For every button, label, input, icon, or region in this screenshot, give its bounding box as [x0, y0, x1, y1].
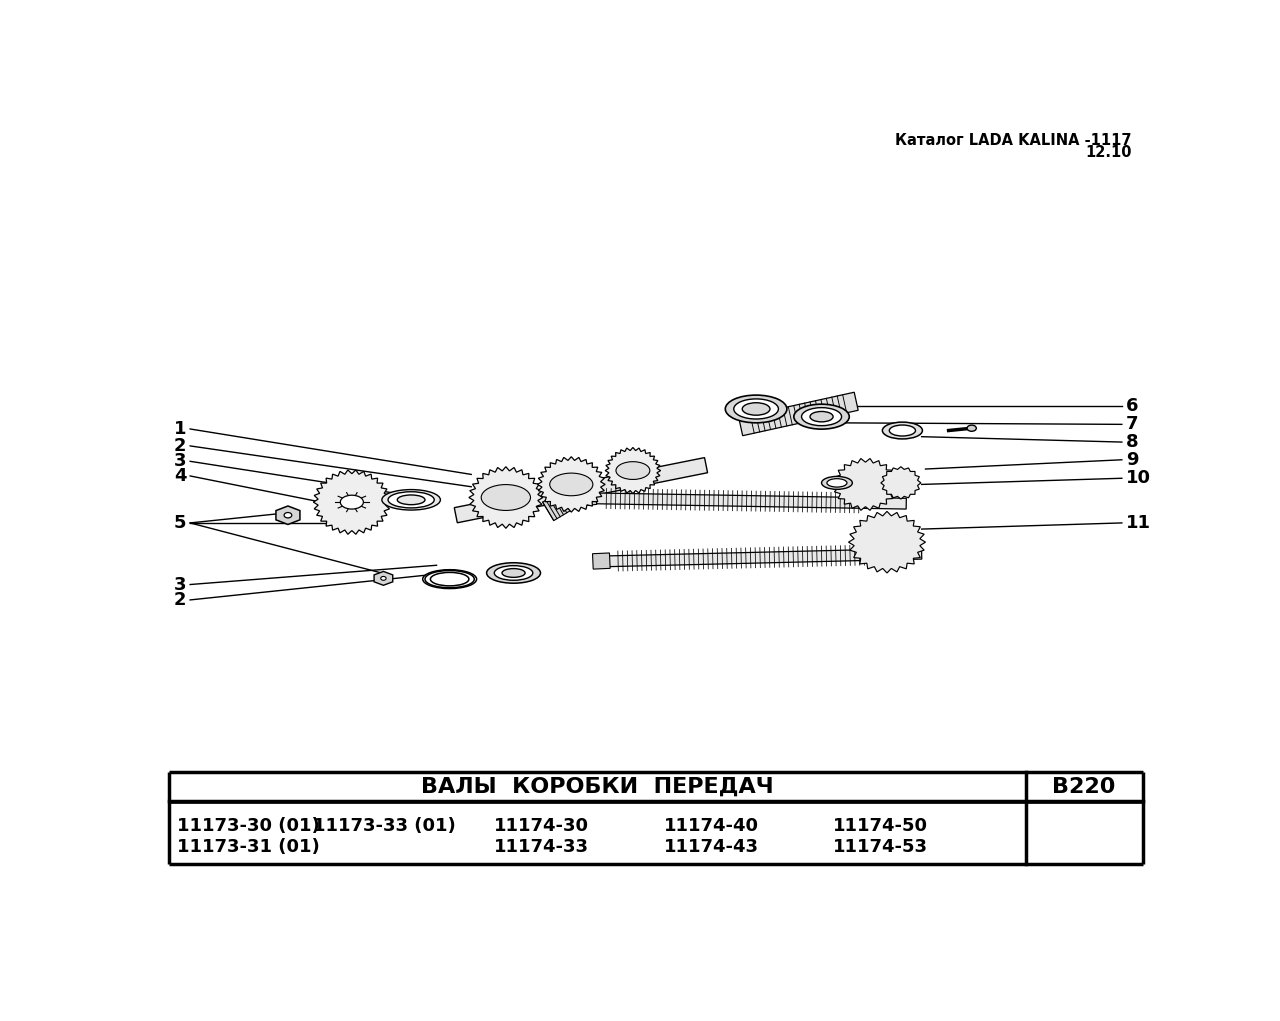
Text: 11173-31 (01): 11173-31 (01) — [177, 838, 320, 856]
Ellipse shape — [822, 477, 852, 489]
Text: 12.10: 12.10 — [1085, 145, 1132, 160]
Polygon shape — [590, 493, 906, 509]
Text: 11174-30: 11174-30 — [494, 817, 589, 835]
Polygon shape — [833, 458, 897, 510]
Text: 2: 2 — [174, 591, 187, 609]
Ellipse shape — [340, 495, 364, 509]
Polygon shape — [739, 392, 858, 436]
Ellipse shape — [801, 407, 841, 426]
Text: 11174-40: 11174-40 — [664, 817, 759, 835]
Text: 11173-33 (01): 11173-33 (01) — [314, 817, 456, 835]
Ellipse shape — [428, 572, 471, 587]
Ellipse shape — [502, 569, 525, 577]
Text: 7: 7 — [1125, 416, 1138, 433]
Ellipse shape — [380, 577, 387, 580]
Text: 2: 2 — [174, 437, 187, 455]
Text: 11174-33: 11174-33 — [494, 838, 589, 856]
Ellipse shape — [810, 411, 833, 422]
Ellipse shape — [486, 563, 540, 583]
Polygon shape — [849, 512, 925, 573]
Ellipse shape — [616, 461, 650, 480]
Ellipse shape — [968, 425, 977, 431]
Ellipse shape — [397, 495, 425, 504]
Text: 10: 10 — [1125, 470, 1151, 487]
Polygon shape — [314, 470, 390, 534]
Polygon shape — [580, 489, 596, 506]
Ellipse shape — [494, 566, 532, 580]
Polygon shape — [374, 572, 393, 585]
Ellipse shape — [726, 395, 787, 423]
Polygon shape — [881, 467, 920, 499]
Text: 4: 4 — [174, 467, 187, 485]
Polygon shape — [593, 553, 611, 569]
Text: 11174-50: 11174-50 — [833, 817, 928, 835]
Ellipse shape — [422, 570, 476, 588]
Polygon shape — [543, 477, 596, 521]
Text: 3: 3 — [174, 452, 187, 471]
Ellipse shape — [425, 571, 475, 588]
Polygon shape — [602, 548, 922, 567]
Text: 5: 5 — [174, 514, 187, 532]
Polygon shape — [468, 467, 543, 528]
Ellipse shape — [430, 573, 468, 586]
Text: 11: 11 — [1125, 514, 1151, 532]
Ellipse shape — [481, 485, 530, 510]
Ellipse shape — [549, 473, 593, 496]
Text: ВАЛЫ  КОРОБКИ  ПЕРЕДАЧ: ВАЛЫ КОРОБКИ ПЕРЕДАЧ — [421, 777, 774, 796]
Text: 11174-53: 11174-53 — [833, 838, 928, 856]
Text: Каталог LADA KALINA -1117: Каталог LADA KALINA -1117 — [896, 133, 1132, 147]
Ellipse shape — [742, 402, 771, 416]
Polygon shape — [605, 447, 660, 494]
Ellipse shape — [284, 513, 292, 518]
Polygon shape — [538, 456, 605, 513]
Text: 9: 9 — [1125, 451, 1138, 469]
Ellipse shape — [733, 399, 778, 419]
Text: 11173-30 (01): 11173-30 (01) — [177, 817, 320, 835]
Text: 3: 3 — [174, 576, 187, 593]
Ellipse shape — [794, 404, 849, 429]
Text: 6: 6 — [1125, 397, 1138, 415]
Polygon shape — [276, 506, 300, 525]
Ellipse shape — [882, 422, 923, 439]
Text: 11174-43: 11174-43 — [664, 838, 759, 856]
Ellipse shape — [381, 490, 440, 510]
Text: 1: 1 — [174, 420, 187, 438]
Text: 8: 8 — [1125, 433, 1138, 451]
Ellipse shape — [388, 492, 434, 507]
Ellipse shape — [827, 479, 847, 487]
Polygon shape — [454, 457, 708, 523]
Ellipse shape — [890, 425, 915, 436]
Text: В220: В220 — [1052, 777, 1116, 796]
